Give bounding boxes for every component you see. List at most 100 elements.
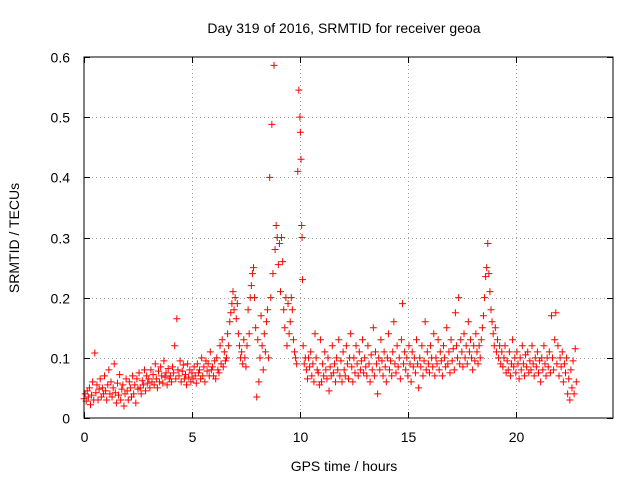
data-point <box>347 330 355 338</box>
data-point <box>541 360 549 368</box>
data-point <box>361 354 369 362</box>
data-point <box>323 375 331 383</box>
data-point <box>380 348 388 356</box>
data-point <box>517 366 525 374</box>
data-point <box>147 366 155 374</box>
data-point <box>531 354 539 362</box>
data-point <box>569 357 577 365</box>
data-point <box>234 330 242 338</box>
data-point <box>308 372 316 380</box>
data-point <box>245 330 253 338</box>
axis-ticks <box>84 57 613 419</box>
data-point <box>463 360 471 368</box>
data-point <box>120 402 128 410</box>
data-point <box>373 360 381 368</box>
data-point <box>468 354 476 362</box>
data-point <box>154 367 162 375</box>
data-point <box>299 342 307 350</box>
data-point <box>200 363 208 371</box>
data-point <box>369 324 377 332</box>
data-point <box>338 378 346 386</box>
data-point <box>221 357 229 365</box>
data-point <box>226 318 234 326</box>
data-point <box>457 336 465 344</box>
x-axis-title: GPS time / hours <box>291 458 398 474</box>
data-point <box>499 363 507 371</box>
data-point <box>351 369 359 377</box>
data-point <box>223 354 231 362</box>
data-point <box>446 369 454 377</box>
data-point <box>516 354 524 362</box>
data-point <box>163 381 171 389</box>
data-point <box>241 354 249 362</box>
data-point <box>486 288 494 296</box>
data-point <box>219 363 227 371</box>
data-point <box>320 372 328 380</box>
data-point <box>145 375 153 383</box>
data-point <box>104 381 112 389</box>
data-point <box>149 371 157 379</box>
data-point <box>265 354 273 362</box>
data-point <box>251 294 259 302</box>
x-tick-label: 10 <box>293 429 309 445</box>
data-point <box>430 330 438 338</box>
data-point <box>239 360 247 368</box>
data-point <box>132 399 140 407</box>
data-point <box>192 379 200 387</box>
data-point <box>254 336 262 344</box>
data-point <box>318 378 326 386</box>
data-point <box>138 377 146 385</box>
data-point <box>328 342 336 350</box>
data-point <box>512 369 520 377</box>
data-point <box>256 354 264 362</box>
data-point <box>420 357 428 365</box>
data-point <box>240 336 248 344</box>
data-point <box>175 372 183 380</box>
data-point <box>332 378 340 386</box>
data-point <box>539 366 547 374</box>
data-point <box>447 336 455 344</box>
data-point <box>96 375 104 383</box>
data-point <box>297 155 305 163</box>
data-point <box>402 366 410 374</box>
y-tick-label: 0.1 <box>51 351 71 367</box>
data-point <box>184 360 192 368</box>
data-point <box>214 366 222 374</box>
data-point <box>454 354 462 362</box>
data-point <box>119 381 127 389</box>
data-point <box>438 372 446 380</box>
data-point <box>395 354 403 362</box>
data-point <box>384 330 392 338</box>
data-point <box>131 381 139 389</box>
data-point <box>151 360 159 368</box>
data-point <box>225 342 233 350</box>
data-point <box>112 399 120 407</box>
data-point <box>403 354 411 362</box>
data-point <box>199 372 207 380</box>
data-point <box>309 360 317 368</box>
data-point <box>279 258 287 266</box>
data-point <box>552 309 560 317</box>
data-point <box>472 330 480 338</box>
data-point <box>98 384 106 392</box>
data-point <box>291 348 299 356</box>
data-point <box>451 309 459 317</box>
data-point <box>271 246 279 254</box>
data-point <box>549 354 557 362</box>
data-point <box>493 336 501 344</box>
data-point <box>556 354 564 362</box>
data-point <box>298 221 306 229</box>
data-point <box>201 378 209 386</box>
data-point <box>411 369 419 377</box>
data-point <box>280 306 288 314</box>
data-point <box>137 390 145 398</box>
data-point <box>435 366 443 374</box>
data-point <box>370 372 378 380</box>
data-point <box>103 396 111 404</box>
data-point <box>191 372 199 380</box>
data-point <box>567 366 575 374</box>
data-point <box>117 396 125 404</box>
data-point <box>178 367 186 375</box>
data-point <box>144 379 152 387</box>
data-point <box>566 396 574 404</box>
